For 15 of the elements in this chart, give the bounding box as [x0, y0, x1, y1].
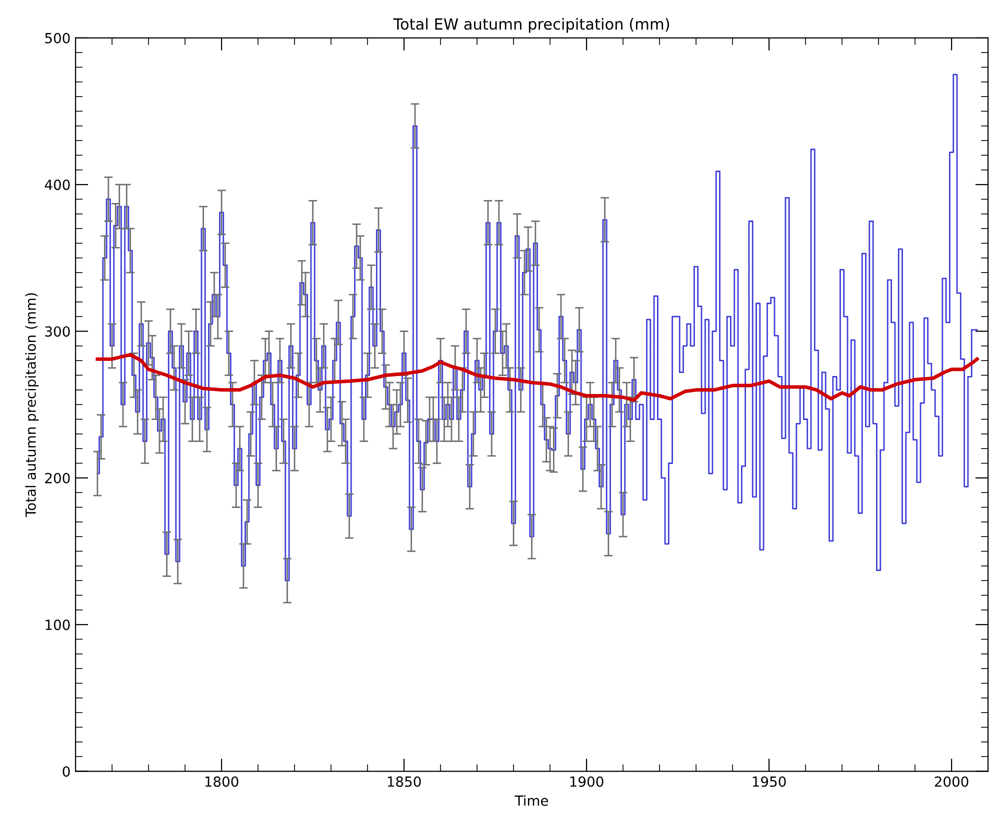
x-tick-label: 1900 [570, 776, 604, 787]
y-axis-title: Total autumn precipitation (mm) [25, 293, 39, 518]
chart-title: Total EW autumn precipitation (mm) [393, 18, 670, 33]
x-tick-label: 1800 [205, 776, 238, 787]
y-tick-label: 200 [45, 472, 70, 484]
x-axis-title: Time [514, 795, 548, 806]
x-tick-label: 1850 [388, 776, 421, 787]
line-series [96, 352, 979, 402]
x-tick-label: 1950 [752, 776, 786, 787]
y-tick-label: 400 [44, 180, 70, 190]
y-tick-label: 300 [45, 326, 70, 337]
y-tick-label: 500 [45, 32, 70, 44]
y-tick-label: 100 [46, 620, 70, 630]
y-tick-label: 0 [62, 766, 70, 777]
x-tick-label: 2000 [934, 776, 968, 787]
